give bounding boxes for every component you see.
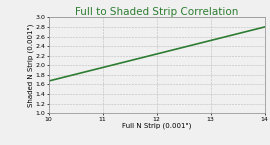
Y-axis label: Shaded N Strip (0.001"): Shaded N Strip (0.001")	[27, 23, 34, 107]
X-axis label: Full N Strip (0.001"): Full N Strip (0.001")	[122, 123, 191, 129]
Title: Full to Shaded Strip Correlation: Full to Shaded Strip Correlation	[75, 7, 238, 17]
